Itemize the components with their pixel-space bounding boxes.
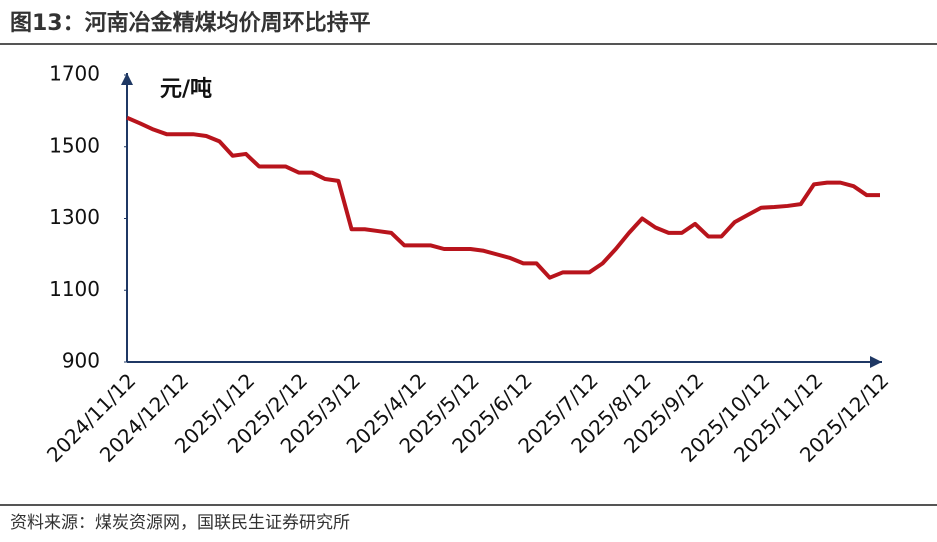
data-line — [126, 115, 880, 280]
y-tick-label: 1500 — [49, 133, 100, 157]
y-tick-label: 1300 — [49, 205, 100, 229]
y-axis-unit: 元/吨 — [160, 77, 212, 102]
source-note: 资料来源：煤炭资源网，国联民生证券研究所 — [10, 513, 350, 533]
x-axis-arrow — [870, 356, 882, 368]
y-tick-label: 1100 — [49, 277, 100, 301]
chart-title: 图13：河南冶金精煤均价周环比持平 — [10, 10, 371, 36]
y-axis-arrow — [121, 73, 133, 85]
y-tick-label: 900 — [62, 349, 100, 373]
y-tick-label: 1700 — [49, 62, 100, 86]
